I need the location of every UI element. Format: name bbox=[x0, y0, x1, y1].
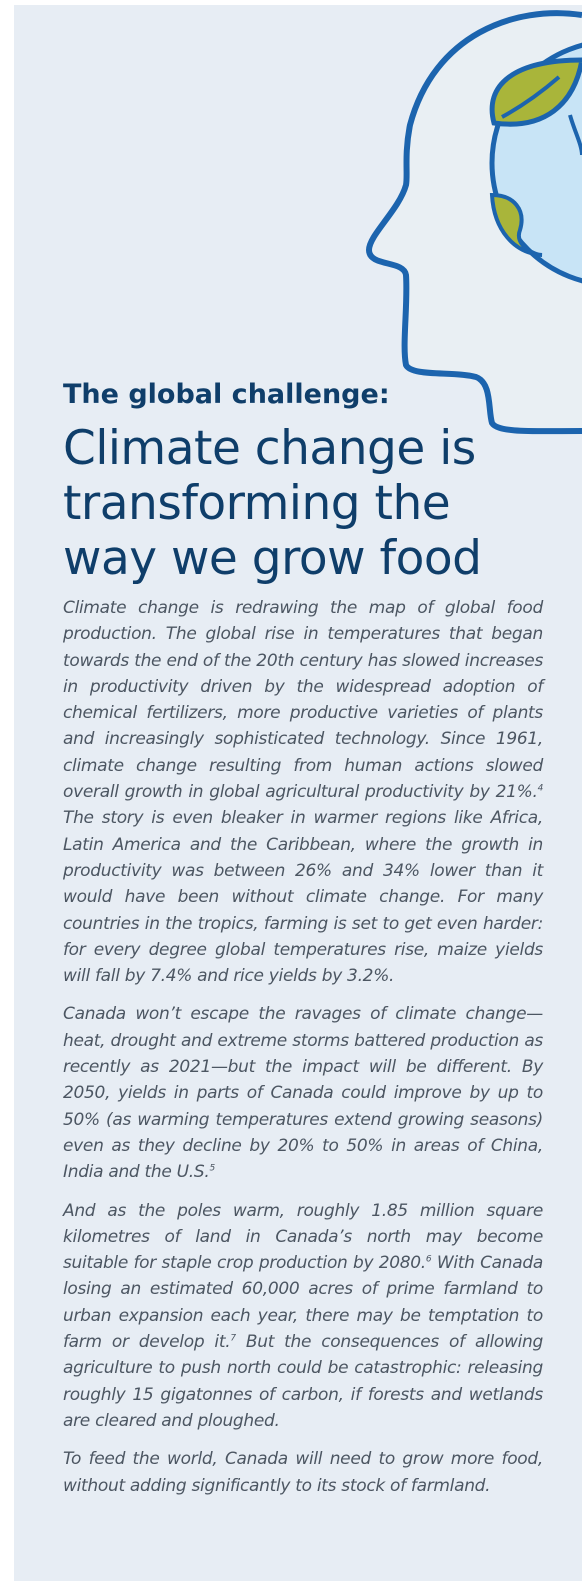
footnote-ref: 4 bbox=[537, 783, 544, 794]
text-run: With Canada losing an estimated 60,000 a… bbox=[63, 1253, 543, 1353]
paragraph: And as the poles warm, roughly 1.85 mill… bbox=[63, 1198, 543, 1435]
kicker: The global challenge: bbox=[63, 379, 390, 410]
leaf-vein bbox=[501, 75, 561, 119]
text-run: But the consequences of allowing agricul… bbox=[63, 1332, 543, 1431]
document: The global challenge: Climate change is … bbox=[14, 5, 582, 1581]
paragraph: To feed the world, Canada will need to g… bbox=[63, 1446, 543, 1499]
body-text: Climate change is redrawing the map of g… bbox=[63, 595, 543, 1511]
footnote-ref: 6 bbox=[425, 1254, 432, 1265]
text-run: Climate change is redrawing the map of g… bbox=[63, 598, 543, 803]
text-run: The story is even bleaker in warmer regi… bbox=[63, 808, 543, 987]
footnote-ref: 5 bbox=[209, 1163, 215, 1174]
text-run: Canada won’t escape the ravages of clima… bbox=[63, 1004, 543, 1183]
land bbox=[489, 192, 543, 257]
footnote-ref: 7 bbox=[230, 1333, 236, 1344]
title: Climate change is transforming the way w… bbox=[63, 421, 482, 586]
text-run: To feed the world, Canada will need to g… bbox=[63, 1449, 543, 1496]
head-illustration bbox=[365, 10, 582, 435]
text-run: And as the poles warm, roughly 1.85 mill… bbox=[63, 1200, 543, 1274]
paragraph: Canada won’t escape the ravages of clima… bbox=[63, 1001, 543, 1185]
paragraph: Climate change is redrawing the map of g… bbox=[63, 595, 543, 989]
